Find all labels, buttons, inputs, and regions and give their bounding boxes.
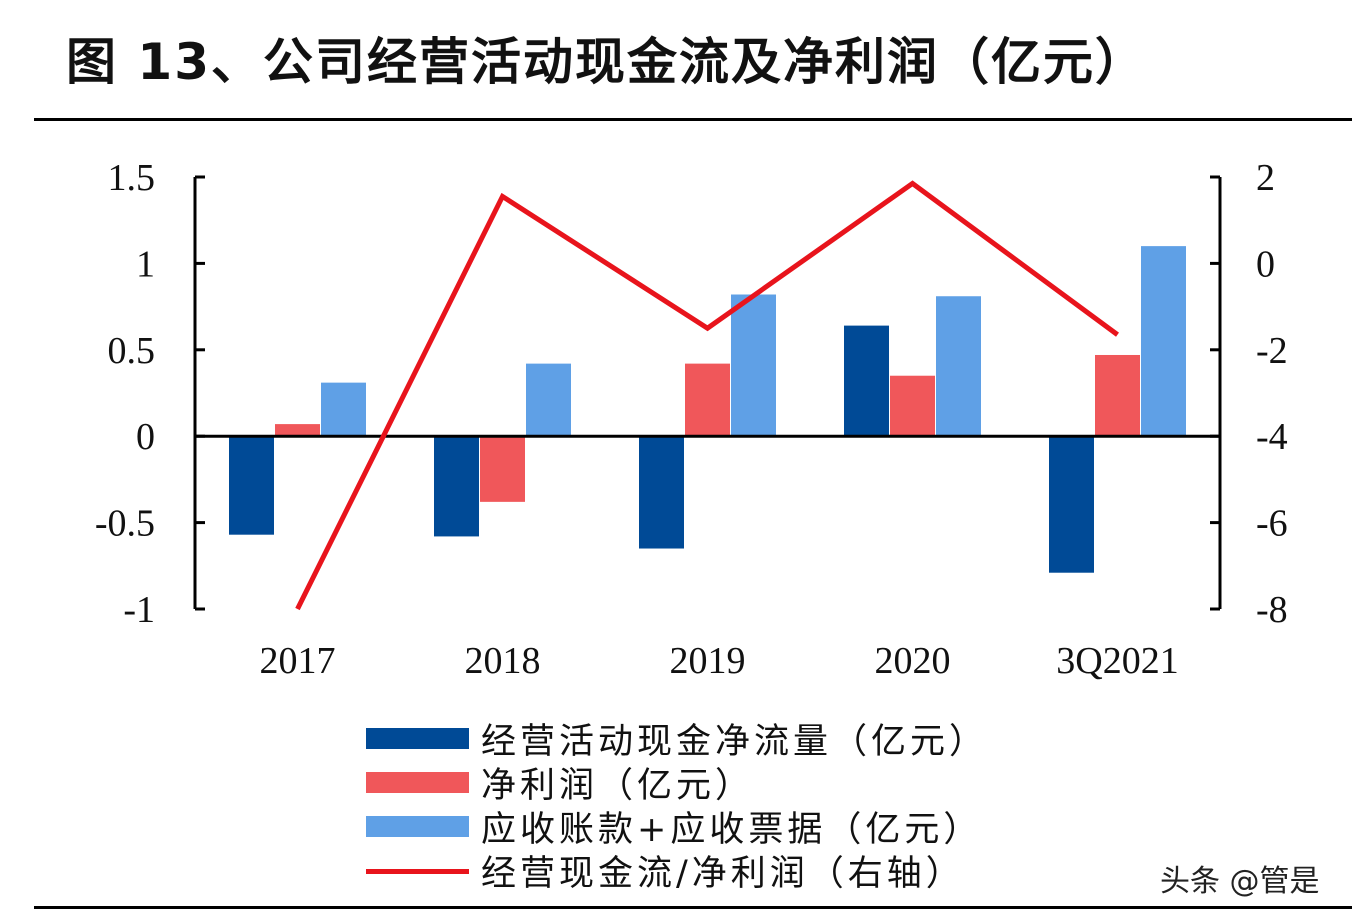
legend-swatch-net-profit <box>366 771 469 793</box>
bar-s1-2020 <box>890 375 935 437</box>
right-tick-label: -6 <box>1256 503 1288 545</box>
bar-s1-2018 <box>480 436 525 502</box>
right-tick-label: -8 <box>1256 589 1288 631</box>
bars-layer <box>229 246 1186 573</box>
bar-s0-3Q2021 <box>1049 436 1094 573</box>
left-tick-label: -0.5 <box>95 503 155 545</box>
bar-s0-2018 <box>434 436 479 537</box>
legend-label-receivables: 应收账款+应收票据（亿元） <box>481 809 983 850</box>
left-tick-label: 0 <box>136 416 155 458</box>
right-tick-label: 2 <box>1256 157 1275 199</box>
bar-s2-2020 <box>936 296 981 437</box>
bar-s1-2017 <box>275 424 320 437</box>
right-tick-label: -4 <box>1256 416 1288 458</box>
bar-s2-3Q2021 <box>1141 246 1186 437</box>
bar-s1-3Q2021 <box>1095 354 1140 437</box>
left-tick-label: 1 <box>136 243 155 285</box>
legend-item-ratio: 经营现金流/净利润（右轴） <box>366 848 988 894</box>
bar-s1-2019 <box>685 363 730 437</box>
bottom-rule <box>34 906 1352 909</box>
legend-swatch-ocf <box>366 727 469 749</box>
legend-label-net-profit: 净利润（亿元） <box>481 765 755 806</box>
chart-canvas: 1.5 1 0.5 0 -0.5 -1 2 0 -2 -4 -6 -8 2017 2018 2019 2020… <box>95 157 1288 682</box>
watermark: 头条 @管是 <box>1160 864 1320 899</box>
bar-s0-2020 <box>844 325 889 437</box>
bar-s0-2019 <box>639 436 684 549</box>
ratio-line <box>295 180 1119 611</box>
legend-label-ratio: 经营现金流/净利润（右轴） <box>481 853 965 894</box>
labels-layer: 1.5 1 0.5 0 -0.5 -1 2 0 -2 -4 -6 -8 2017 2018 2019 2020… <box>95 157 1288 682</box>
legend-swatch-receivables <box>366 815 469 837</box>
left-tick-label: -1 <box>123 589 155 631</box>
legend: 经营活动现金净流量（亿元） 净利润（亿元） 应收账款+应收票据（亿元） 经营现金… <box>366 716 988 894</box>
x-tick-label: 2018 <box>465 640 541 682</box>
right-tick-label: 0 <box>1256 243 1275 285</box>
legend-item-ocf: 经营活动现金净流量（亿元） <box>366 716 988 762</box>
top-rule <box>34 118 1352 121</box>
left-tick-label: 0.5 <box>108 330 156 372</box>
bar-s0-2017 <box>229 436 274 535</box>
left-tick-label: 1.5 <box>108 157 156 199</box>
x-tick-label: 2020 <box>875 640 951 682</box>
bar-s2-2019 <box>731 294 776 437</box>
bar-s2-2018 <box>526 363 571 437</box>
axes-layer <box>193 175 1222 611</box>
chart-title: 图 13、公司经营活动现金流及净利润（亿元） <box>66 33 1147 91</box>
legend-swatch-ratio <box>366 868 469 874</box>
legend-item-net-profit: 净利润（亿元） <box>366 760 988 806</box>
x-tick-label: 2019 <box>670 640 746 682</box>
right-tick-label: -2 <box>1256 330 1288 372</box>
legend-label-ocf: 经营活动现金净流量（亿元） <box>481 721 989 762</box>
x-tick-label: 2017 <box>260 640 336 682</box>
ratio-line-layer <box>295 180 1119 611</box>
legend-item-receivables: 应收账款+应收票据（亿元） <box>366 804 988 850</box>
x-tick-label: 3Q2021 <box>1056 640 1178 682</box>
bar-s2-2017 <box>321 382 366 437</box>
